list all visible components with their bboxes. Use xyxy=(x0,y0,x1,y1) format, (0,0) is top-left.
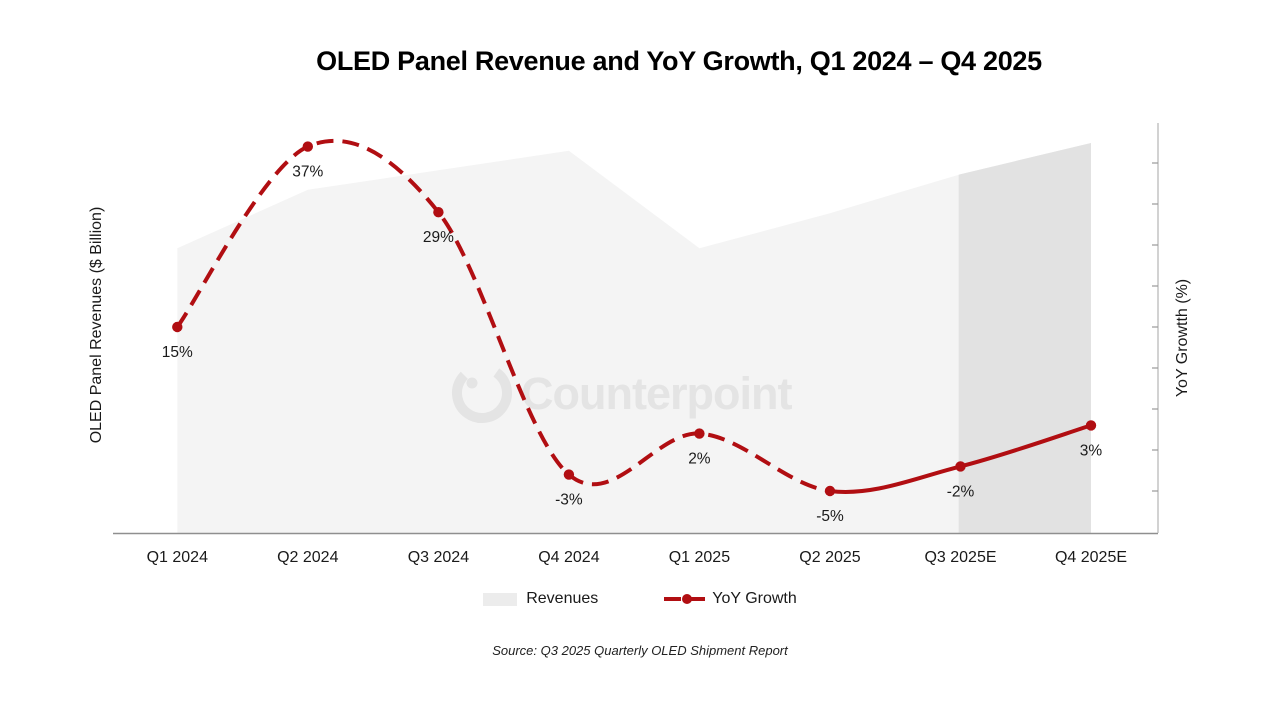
chart-title: OLED Panel Revenue and YoY Growth, Q1 20… xyxy=(316,46,1042,76)
legend: Revenues YoY Growth xyxy=(0,590,1280,608)
watermark-logo-dot-icon xyxy=(466,377,478,389)
watermark-text: Counterpoint xyxy=(521,368,792,419)
yoy-data-point-marker xyxy=(955,461,966,472)
yoy-growth-line-dashed xyxy=(175,138,831,493)
x-axis-label: Q3 2024 xyxy=(408,549,469,566)
legend-yoy-label: YoY Growth xyxy=(712,590,797,607)
revenues-forecast-area xyxy=(958,143,1092,533)
yoy-data-point-label: -2% xyxy=(947,483,975,500)
x-axis-label: Q1 2024 xyxy=(147,549,208,566)
yoy-data-point-marker xyxy=(433,207,444,218)
legend-item-yoy-growth: YoY Growth xyxy=(662,590,797,608)
yoy-data-point-label: 3% xyxy=(1080,442,1103,459)
yoy-data-point-label: 37% xyxy=(292,164,323,181)
revenues-area-swatch-icon xyxy=(483,592,518,606)
x-axis-label: Q2 2024 xyxy=(277,549,338,566)
revenues-area xyxy=(177,143,1092,533)
source-note: Source: Q3 2025 Quarterly OLED Shipment … xyxy=(492,643,788,658)
yoy-data-point-marker xyxy=(302,141,313,152)
yoy-data-point-label: 29% xyxy=(423,229,454,246)
yoy-data-point-label: -5% xyxy=(816,508,844,525)
yoy-data-point-marker xyxy=(694,428,705,439)
legend-revenues-label: Revenues xyxy=(526,590,599,607)
yoy-data-point-marker xyxy=(824,485,836,497)
legend-item-revenues: Revenues xyxy=(483,590,598,608)
x-axis-label: Q4 2024 xyxy=(538,549,599,566)
x-axis-label: Q3 2025E xyxy=(924,549,996,566)
watermark-logo-icon xyxy=(452,363,512,423)
yoy-data-point-marker xyxy=(1085,420,1097,431)
x-axis-label: Q1 2025 xyxy=(669,549,730,566)
x-axis-label: Q2 2025 xyxy=(799,549,860,566)
yoy-data-point-label: -3% xyxy=(555,492,583,509)
yoy-data-point-marker xyxy=(563,469,575,480)
yoy-line-swatch-icon xyxy=(664,594,709,604)
yoy-data-point-label: 2% xyxy=(688,451,711,468)
yoy-data-point-label: 15% xyxy=(162,344,193,361)
x-axis-label: Q4 2025E xyxy=(1055,549,1127,566)
yoy-data-point-marker xyxy=(172,321,183,333)
